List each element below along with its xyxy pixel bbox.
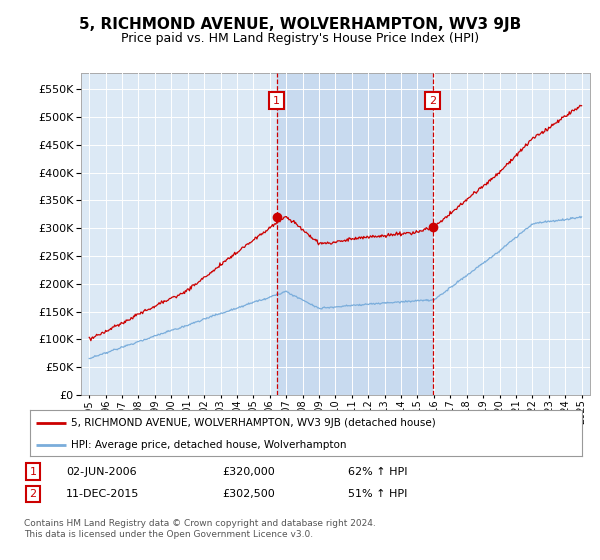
Bar bbox=[277, 73, 433, 395]
Text: 11-DEC-2015: 11-DEC-2015 bbox=[66, 489, 139, 499]
Text: £320,000: £320,000 bbox=[222, 466, 275, 477]
Text: 62% ↑ HPI: 62% ↑ HPI bbox=[348, 466, 407, 477]
Text: 1: 1 bbox=[273, 96, 280, 105]
Text: 5, RICHMOND AVENUE, WOLVERHAMPTON, WV3 9JB: 5, RICHMOND AVENUE, WOLVERHAMPTON, WV3 9… bbox=[79, 17, 521, 32]
Text: HPI: Average price, detached house, Wolverhampton: HPI: Average price, detached house, Wolv… bbox=[71, 440, 347, 450]
Text: 2: 2 bbox=[430, 96, 436, 105]
Text: 5, RICHMOND AVENUE, WOLVERHAMPTON, WV3 9JB (detached house): 5, RICHMOND AVENUE, WOLVERHAMPTON, WV3 9… bbox=[71, 418, 436, 428]
Text: £302,500: £302,500 bbox=[222, 489, 275, 499]
Text: 1: 1 bbox=[29, 466, 37, 477]
Text: Contains HM Land Registry data © Crown copyright and database right 2024.
This d: Contains HM Land Registry data © Crown c… bbox=[24, 519, 376, 539]
Text: 2: 2 bbox=[29, 489, 37, 499]
Text: 02-JUN-2006: 02-JUN-2006 bbox=[66, 466, 137, 477]
Text: Price paid vs. HM Land Registry's House Price Index (HPI): Price paid vs. HM Land Registry's House … bbox=[121, 32, 479, 45]
Text: 51% ↑ HPI: 51% ↑ HPI bbox=[348, 489, 407, 499]
